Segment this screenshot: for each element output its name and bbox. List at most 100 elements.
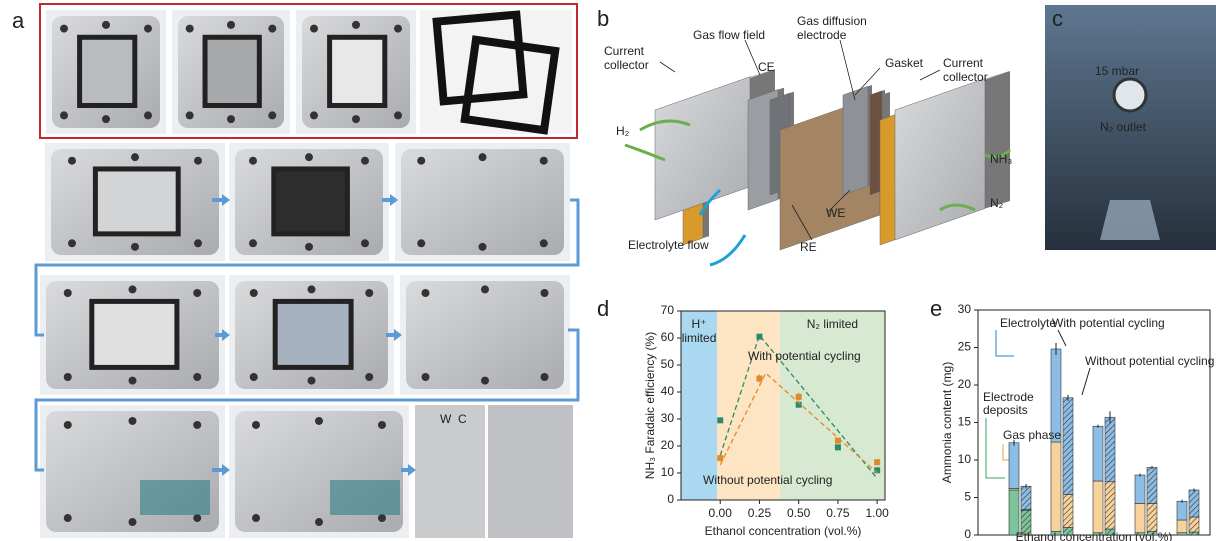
window xyxy=(95,169,178,234)
diagram-label: Current xyxy=(604,44,645,58)
figure: a b c d e WCCurrentcollectorGas flow fie… xyxy=(0,0,1216,541)
flow-arrow xyxy=(710,235,745,265)
bolt-hole xyxy=(186,111,194,119)
bolt-hole xyxy=(129,417,137,425)
hatch xyxy=(1189,517,1199,532)
leader-line xyxy=(920,70,940,80)
bolt-hole xyxy=(308,285,316,293)
bolt-hole xyxy=(352,21,360,29)
y-tick-label: 70 xyxy=(661,303,675,317)
point xyxy=(717,417,723,423)
component-label: Electrode xyxy=(983,390,1034,404)
bolt-hole xyxy=(60,25,68,33)
plate-face xyxy=(843,86,868,195)
bolt-hole xyxy=(227,115,235,123)
bolt-hole xyxy=(481,377,489,385)
x-tick-label: 0.00 xyxy=(709,506,733,520)
y-tick-label: 40 xyxy=(661,384,675,398)
point xyxy=(835,438,841,444)
bolt-hole xyxy=(131,153,139,161)
x-tick-label: 0.50 xyxy=(787,506,811,520)
bolt-hole xyxy=(540,239,548,247)
bolt-hole xyxy=(68,157,76,165)
group-label: Without potential cycling xyxy=(1085,354,1214,368)
arrow-head xyxy=(222,464,230,476)
bolt-hole xyxy=(102,21,110,29)
bolt-hole xyxy=(129,518,137,526)
bar-segment xyxy=(1177,501,1187,520)
hatch xyxy=(1147,468,1157,504)
bolt-hole xyxy=(144,25,152,33)
bolt-hole xyxy=(361,239,369,247)
diagram-label: H₂ xyxy=(616,124,630,138)
leader-line xyxy=(986,418,1005,478)
y-tick-label: 0 xyxy=(964,527,971,541)
bar-segment xyxy=(1051,442,1061,531)
bolt-hole xyxy=(268,111,276,119)
x-tick-label: 0.25 xyxy=(748,506,772,520)
group-label: With potential cycling xyxy=(1052,316,1165,330)
bolt-hole xyxy=(268,25,276,33)
bolt-hole xyxy=(252,514,260,522)
bolt-hole xyxy=(194,157,202,165)
x-axis-label: Ethanol concentration (vol.%) xyxy=(705,524,862,538)
photo-label: 15 mbar xyxy=(1095,64,1139,78)
plate xyxy=(406,281,564,389)
region-label: H⁺ xyxy=(692,317,707,331)
diagram-label: collector xyxy=(943,70,988,84)
x-axis-label: Ethanol concentration (vol.%) xyxy=(1016,530,1173,541)
bar-segment xyxy=(1093,426,1103,481)
bolt-hole xyxy=(315,417,323,425)
y-tick-label: 20 xyxy=(958,377,972,391)
component-label: Electrolyte xyxy=(1000,316,1056,330)
bolt-hole xyxy=(64,373,72,381)
flask xyxy=(1100,200,1160,240)
stain xyxy=(140,480,210,515)
bolt-hole xyxy=(541,373,549,381)
x-tick-label: 1.00 xyxy=(865,506,889,520)
bar-segment xyxy=(1009,443,1019,489)
bolt-hole xyxy=(479,153,487,161)
bolt-hole xyxy=(249,157,257,165)
bolt-hole xyxy=(308,377,316,385)
bolt-hole xyxy=(193,289,201,297)
bar-segment xyxy=(1093,481,1103,533)
bolt-hole xyxy=(394,25,402,33)
window xyxy=(80,37,135,105)
hatch xyxy=(1189,532,1199,535)
point xyxy=(717,455,723,461)
hatch xyxy=(1021,486,1031,509)
diagram-label: electrode xyxy=(797,28,847,42)
bar-segment xyxy=(1135,475,1145,504)
hatch xyxy=(1189,490,1199,517)
y-tick-label: 25 xyxy=(958,340,972,354)
region xyxy=(780,311,885,500)
panel-label: d xyxy=(597,296,609,321)
arrow-head xyxy=(222,329,230,341)
bolt-hole xyxy=(129,377,137,385)
panel-label: e xyxy=(930,296,942,321)
plate-face xyxy=(895,79,985,241)
plate xyxy=(401,149,564,255)
plate-side xyxy=(985,71,1010,209)
bolt-hole xyxy=(227,21,235,29)
y-tick-label: 30 xyxy=(958,302,972,316)
stain xyxy=(330,480,400,515)
bolt-hole xyxy=(68,239,76,247)
y-tick-label: 50 xyxy=(661,357,675,371)
photo-label: W xyxy=(440,412,452,426)
y-tick-label: 15 xyxy=(958,415,972,429)
bolt-hole xyxy=(479,243,487,251)
window xyxy=(330,37,385,105)
bolt-hole xyxy=(365,373,373,381)
hatch xyxy=(1063,398,1073,495)
bolt-hole xyxy=(252,421,260,429)
bolt-hole xyxy=(378,421,386,429)
bolt-hole xyxy=(422,289,430,297)
series-label: Without potential cycling xyxy=(703,473,832,487)
bolt-hole xyxy=(310,25,318,33)
bar-segment xyxy=(1009,490,1019,535)
leader-line xyxy=(996,330,1014,356)
bolt-hole xyxy=(249,239,257,247)
point xyxy=(835,444,841,450)
